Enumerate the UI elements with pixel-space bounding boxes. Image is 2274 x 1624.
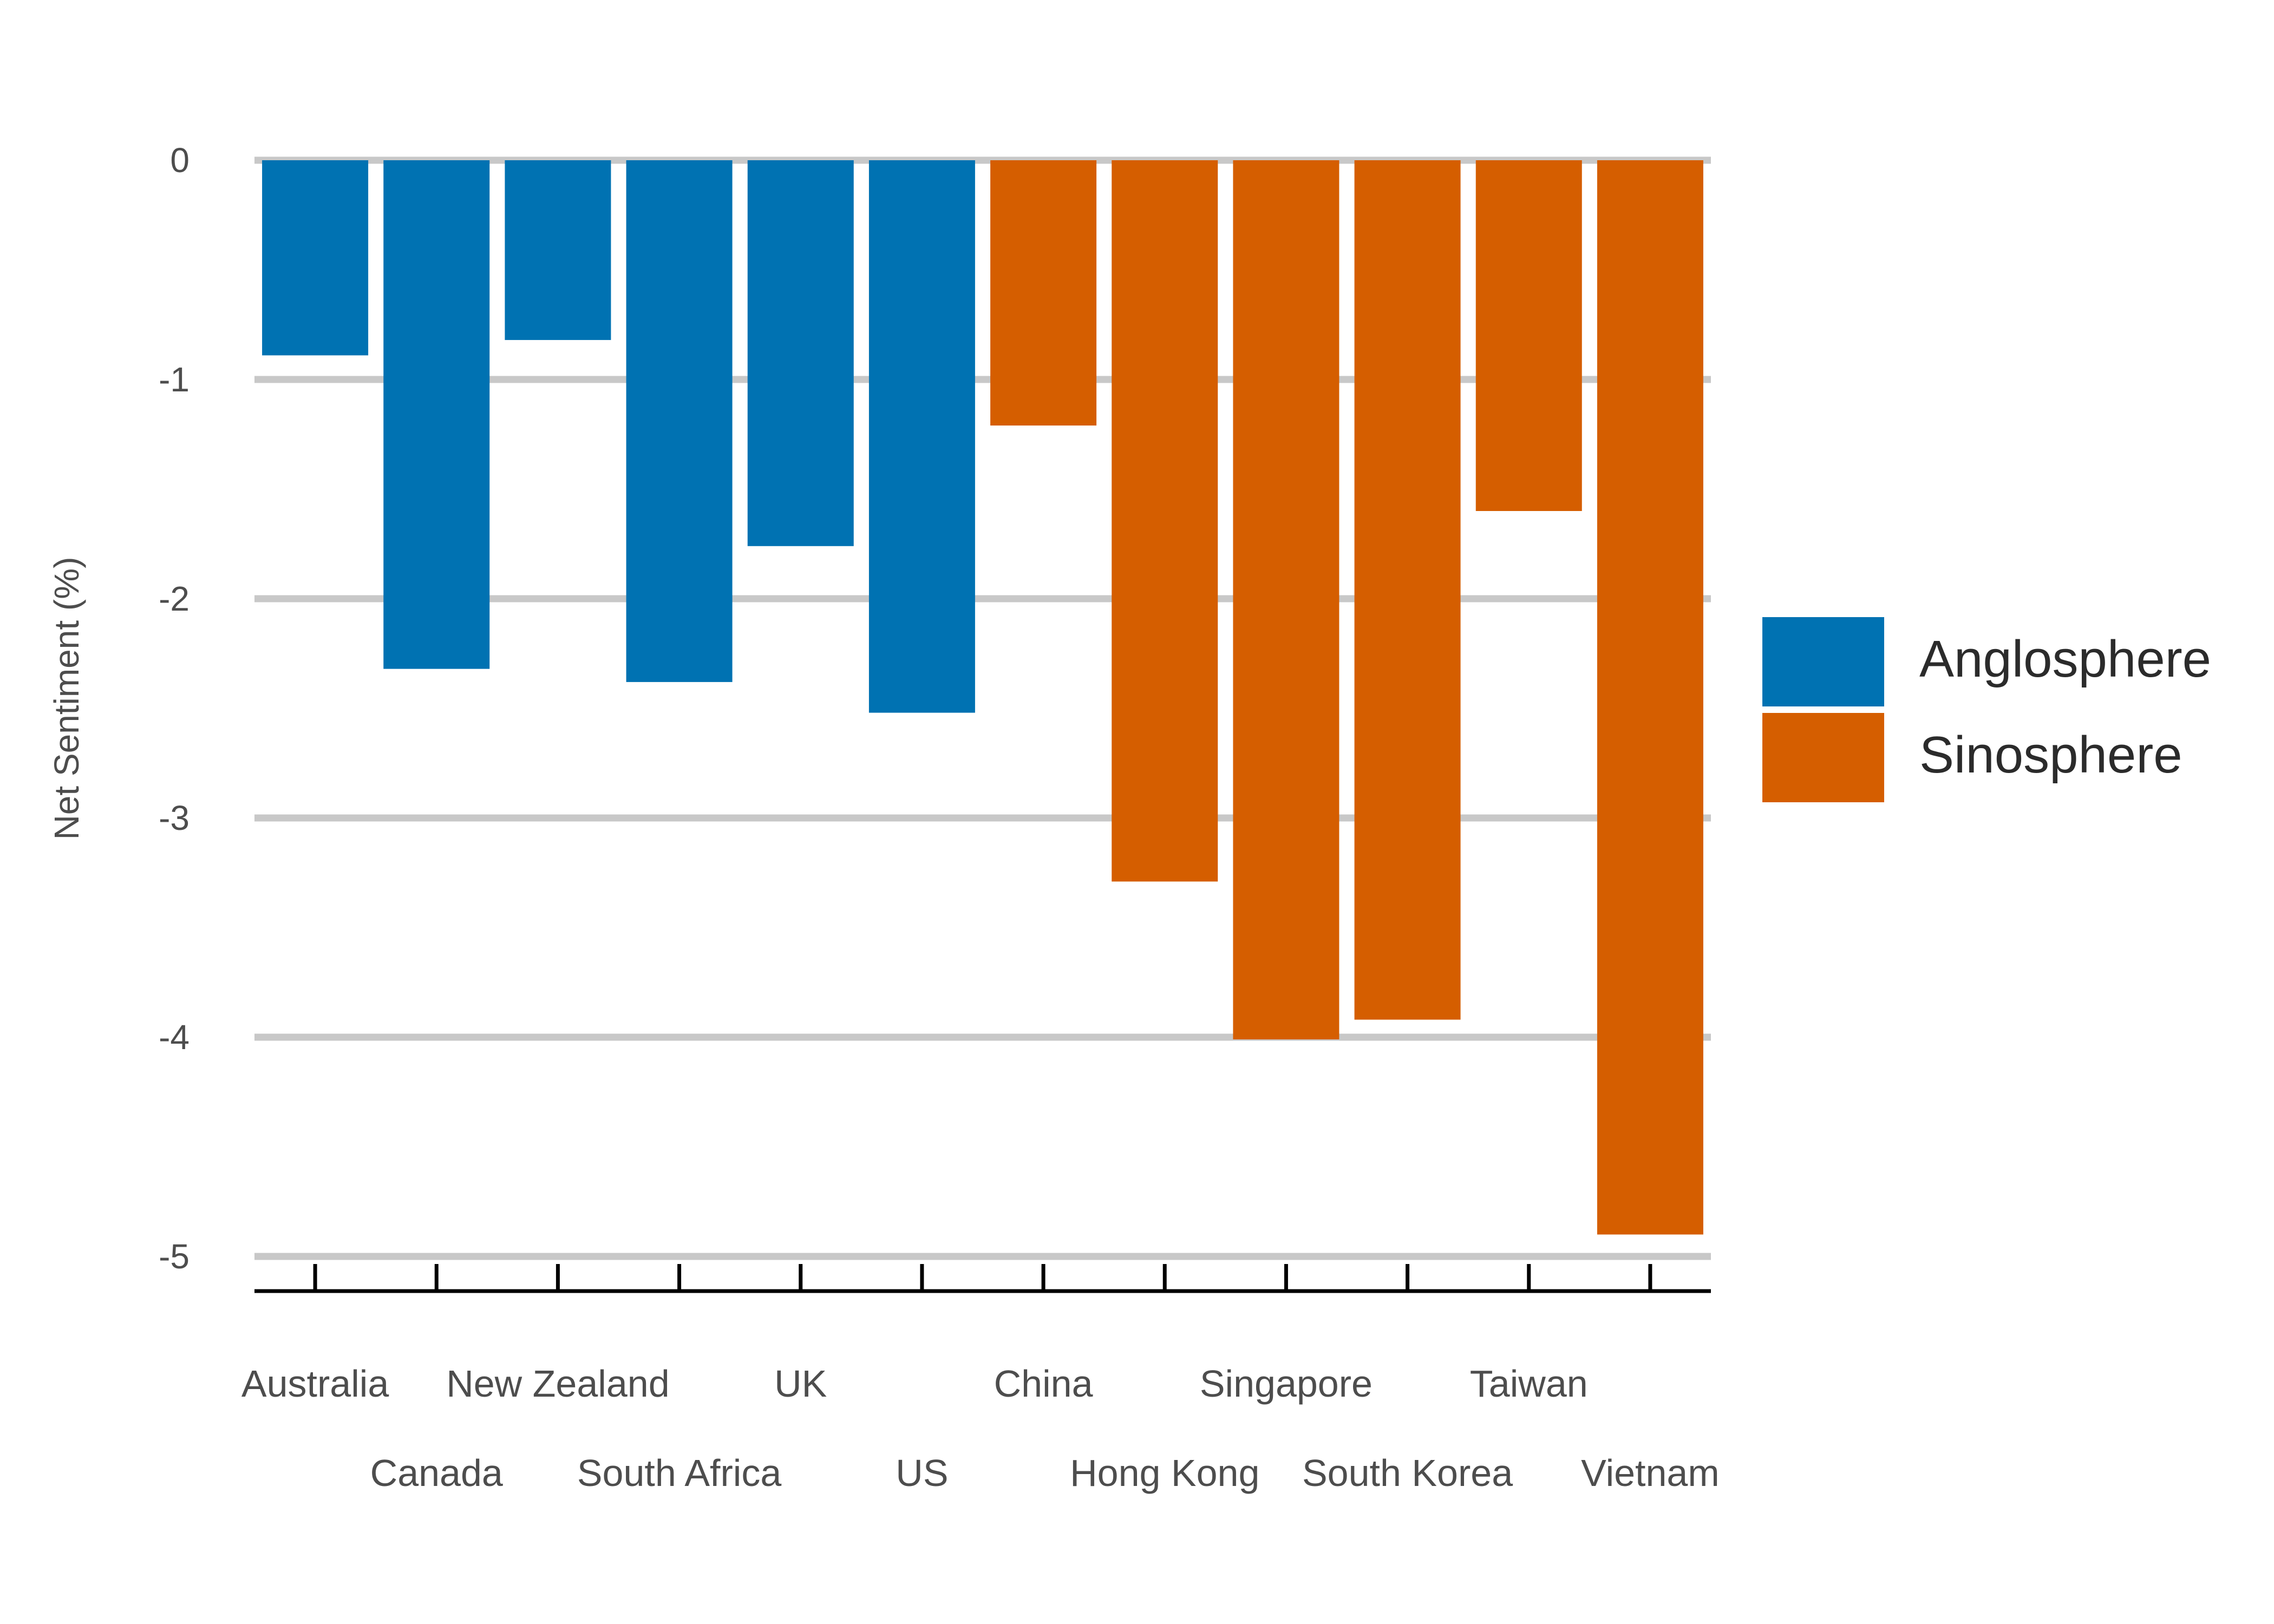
bar-hong-kong [1112,160,1218,882]
bars [262,160,1703,1235]
x-tick-label: Australia [241,1363,389,1405]
bar-taiwan [1475,160,1582,511]
x-tick-label: South Africa [577,1452,782,1494]
y-tick-labels: 0 -1 -2 -3 -4 -5 [159,141,190,1276]
bar-south-africa [626,160,733,682]
y-axis-label: Net Sentiment (%) [47,557,86,840]
x-tick-label: New Zealand [446,1363,669,1405]
y-tick-label: -3 [159,798,190,837]
legend-label-sinosphere: Sinosphere [1919,726,2182,784]
x-tick-label: US [896,1452,948,1494]
x-tick-label: Vietnam [1581,1452,1720,1494]
axes [254,1264,1711,1293]
x-tick-label: UK [774,1363,827,1405]
bar-canada [383,160,490,669]
y-tick-label: -5 [159,1237,190,1276]
bar-south-korea [1354,160,1461,1020]
legend-swatch-anglosphere [1762,617,1884,706]
x-tick-label: Hong Kong [1070,1452,1259,1494]
bar-uk [747,160,854,546]
bar-china [990,160,1097,426]
legend-label-anglosphere: Anglosphere [1919,630,2211,688]
bar-us [868,160,975,713]
y-tick-label: -2 [159,579,190,618]
legend-swatch-sinosphere [1762,713,1884,802]
bar-vietnam [1597,160,1703,1235]
x-tick-label: Canada [370,1452,503,1494]
legend: Anglosphere Sinosphere [1762,617,2211,802]
x-tick-label: South Korea [1302,1452,1513,1494]
bar-australia [262,160,369,356]
x-tick-label: Singapore [1200,1363,1373,1405]
x-tick-labels: Australia Canada New Zealand South Africa UK… [241,1363,1720,1494]
bar-singapore [1233,160,1339,1040]
y-tick-label: 0 [170,141,190,180]
gridlines [254,156,1711,1260]
x-tick-label: Taiwan [1470,1363,1588,1405]
x-tick-label: China [994,1363,1093,1405]
y-tick-label: -1 [159,360,190,399]
bar-new-zealand [505,160,611,340]
y-tick-label: -4 [159,1018,190,1057]
